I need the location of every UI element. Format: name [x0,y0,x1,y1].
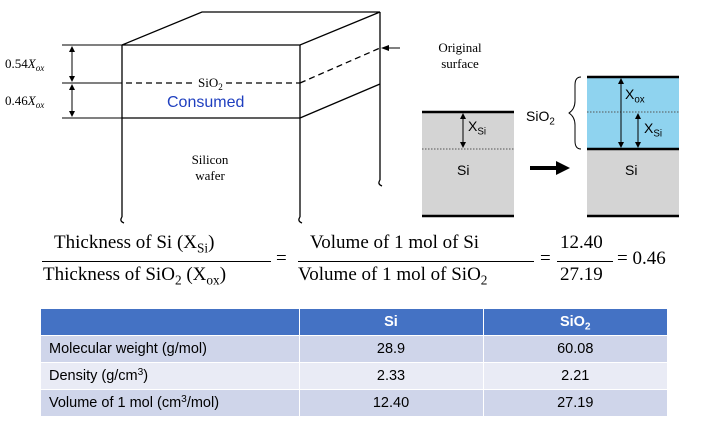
row-label-post: /mol) [186,395,220,411]
xox-sub: ox [634,94,645,106]
wafer-top-face [121,11,381,46]
den1-post: ) [219,264,227,285]
equals-sign-2: = [540,248,551,269]
wafer-break-right [378,179,383,187]
header-sio2: SiO2 [483,309,667,336]
sio2-brace-label: SiO2 [526,108,555,128]
header-si: Si [299,309,484,336]
row-label: Volume of 1 mol (cm3/mol) [41,389,300,416]
equals-sign-1: = [276,248,287,269]
dim-bottom-value: 0.46 [5,93,28,108]
sio2-sub: 2 [218,82,223,93]
fraction-bar-3 [557,261,613,262]
sio2-text: SiO [198,75,219,90]
ratio-numerator-1: Thickness of Si (XSi) [54,232,215,256]
header-empty [41,309,300,336]
ratio-result: = 0.46 [617,248,666,269]
row-label: Density (g/cm3) [41,362,300,390]
den1-mid: (X [181,264,207,285]
si-value: 28.9 [299,335,484,363]
properties-table: Si SiO2 Molecular weight (g/mol) 28.9 60… [41,309,667,416]
xox-label: Xox [625,86,645,106]
dim-var: X [27,93,36,108]
table-row: Molecular weight (g/mol) 28.9 60.08 [41,335,667,363]
si-label-before: Si [457,162,470,178]
row-label-sup: 3 [137,366,144,378]
silicon-wafer-label: Silicon wafer [180,152,240,184]
original-label-line1: Original [438,40,482,55]
table-row: Density (g/cm3) 2.33 2.21 [41,362,667,390]
thickness-label-046: 0.46Xox [5,93,45,111]
si-value: 2.33 [299,362,484,390]
row-label-text: Density (g/cm [49,368,138,384]
si-label-after: Si [625,162,638,178]
xsi-sub: Si [477,126,487,138]
sio2-layer-after [587,77,679,149]
den1-sub: 2 [174,272,182,288]
row-label-text: Volume of 1 mol (cm [49,395,182,411]
row-label-post: ) [143,368,149,384]
si-block-after [587,149,679,216]
ratio-numerator-2: Volume of 1 mol of Si [310,232,480,253]
fraction-bar-2 [298,261,534,262]
original-surface-dash-side [299,47,381,84]
den2-pre: Volume of 1 mol of SiO [298,264,481,285]
original-label-line2: surface [441,56,479,71]
den1-pre: Thickness of SiO [43,264,175,285]
row-label-text: Molecular weight (g/mol) [49,341,207,357]
den2-sub: 2 [480,272,488,288]
xsi-right-text: X [644,120,654,136]
fraction-bar-1 [42,261,271,262]
row-label-sup: 3 [181,393,187,405]
dim-var: X [27,56,36,71]
consumed-label: Consumed [167,94,245,111]
dim-var-sub: ox [35,100,45,111]
dim-top-value: 0.54 [5,56,28,71]
num1-sub: Si [197,240,209,256]
xsi-text: X [468,118,478,134]
sio2-layer-label: SiO2 [196,75,225,93]
table-row: Volume of 1 mol (cm3/mol) 12.40 27.19 [41,389,667,416]
ratio-denominator-3: 27.19 [560,264,603,285]
xox-text: X [625,86,635,102]
wafer-label-line1: Silicon [191,152,229,167]
sio2-value: 27.19 [483,389,667,416]
row-label: Molecular weight (g/mol) [41,335,300,363]
header-sio2-sub: 2 [584,321,591,333]
sio2-value: 60.08 [483,335,667,363]
xsi-label-after: XSi [644,120,663,140]
original-surface-label: Original surface [428,40,492,72]
wafer-label-line2: wafer [195,168,225,183]
num1-post: ) [208,232,215,253]
wafer-break-mid [298,216,303,224]
xsi-right-sub: Si [653,128,663,140]
wafer-break-left [120,216,125,224]
den1-sub2: ox [206,272,220,288]
sio2-right-text: SiO [526,108,550,124]
num1-pre: Thickness of Si (X [54,232,198,253]
header-sio2-text: SiO [559,314,585,330]
oxidation-schematic [422,75,679,218]
table-header-row: Si SiO2 [41,309,667,336]
xsi-label-before: XSi [468,118,487,138]
sio2-value: 2.21 [483,362,667,390]
si-value: 12.40 [299,389,484,416]
sio2-right-sub: 2 [549,116,555,128]
ratio-numerator-3: 12.40 [560,232,603,253]
ratio-denominator-1: Thickness of SiO2 (Xox) [43,264,227,288]
dim-var-sub: ox [35,63,45,74]
ratio-denominator-2: Volume of 1 mol of SiO2 [298,264,488,288]
thickness-label-054: 0.54Xox [5,56,45,74]
wafer-drawing [62,11,400,224]
sio2-brace [568,76,582,150]
interface-line-side [299,83,381,119]
si-block-before [422,112,514,216]
